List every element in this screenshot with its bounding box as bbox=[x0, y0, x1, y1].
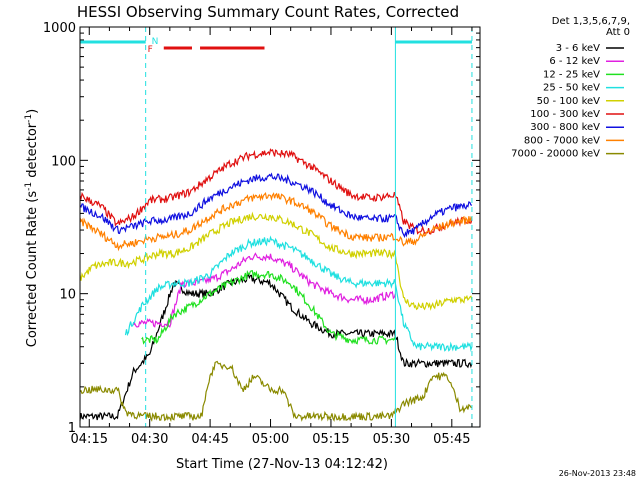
series-line bbox=[79, 274, 473, 421]
x-axis-label: Start Time (27-Nov-13 04:12:42) bbox=[176, 457, 388, 472]
legend-entry-label: 300 - 800 keV bbox=[530, 122, 600, 133]
timestamp-label: 26-Nov-2013 23:48 bbox=[559, 469, 636, 478]
legend-entry-label: 7000 - 20000 keV bbox=[511, 149, 600, 160]
legend-entry-label: 800 - 7000 keV bbox=[524, 135, 600, 146]
legend: Det 1,3,5,6,7,9,Att 0 3 - 6 keV 6 - 12 keV… bbox=[511, 16, 630, 160]
flare-flag-label: F bbox=[148, 45, 153, 55]
legend-entry-label: 25 - 50 keV bbox=[543, 83, 600, 94]
y-axis-label-sup2: -1 bbox=[24, 114, 34, 123]
x-tick-label: 05:30 bbox=[373, 432, 410, 447]
x-tick-label: 04:30 bbox=[131, 432, 168, 447]
y-axis-label: Corrected Count Rate (s-1 detector-1) bbox=[24, 109, 40, 347]
series-line bbox=[79, 172, 473, 239]
y-axis-label-sup1: -1 bbox=[24, 182, 34, 191]
x-tick-label: 05:45 bbox=[433, 432, 470, 447]
y-axis-label-part2: detector bbox=[25, 122, 40, 182]
y-tick-label: 10 bbox=[59, 288, 76, 303]
x-tick-label: 05:00 bbox=[252, 432, 289, 447]
legend-entry-label: 3 - 6 keV bbox=[556, 43, 600, 54]
y-axis-label-part1: Corrected Count Rate (s bbox=[25, 191, 40, 348]
series-line bbox=[133, 252, 396, 328]
y-axis-label-part3: ) bbox=[25, 109, 40, 114]
series-line bbox=[141, 270, 396, 346]
legend-header-line: Att 0 bbox=[606, 27, 630, 38]
chart-title: HESSI Observing Summary Count Rates, Cor… bbox=[77, 3, 459, 21]
plot-area: NF 1 10 100 1000 04:15 04:30 04:45 05:00 05:15 05:… bbox=[43, 21, 481, 447]
legend-header-line: Det 1,3,5,6,7,9, bbox=[552, 16, 630, 27]
x-tick-label: 04:45 bbox=[191, 432, 228, 447]
x-tick-label: 05:15 bbox=[312, 432, 349, 447]
series-line bbox=[124, 235, 473, 352]
legend-entry-label: 6 - 12 keV bbox=[549, 56, 600, 67]
night-flag-label: N bbox=[152, 37, 159, 47]
legend-entry-label: 100 - 300 keV bbox=[530, 109, 600, 120]
legend-entry-label: 12 - 25 keV bbox=[543, 69, 600, 80]
series-line bbox=[79, 148, 473, 235]
series-line bbox=[79, 360, 473, 422]
plot-frame bbox=[79, 26, 481, 428]
y-tick-label: 1000 bbox=[43, 21, 76, 36]
y-tick-label: 100 bbox=[51, 154, 76, 169]
y-tick-label: 1 bbox=[68, 421, 76, 436]
x-tick-label: 04:15 bbox=[71, 432, 108, 447]
legend-entry-label: 50 - 100 keV bbox=[537, 96, 601, 107]
